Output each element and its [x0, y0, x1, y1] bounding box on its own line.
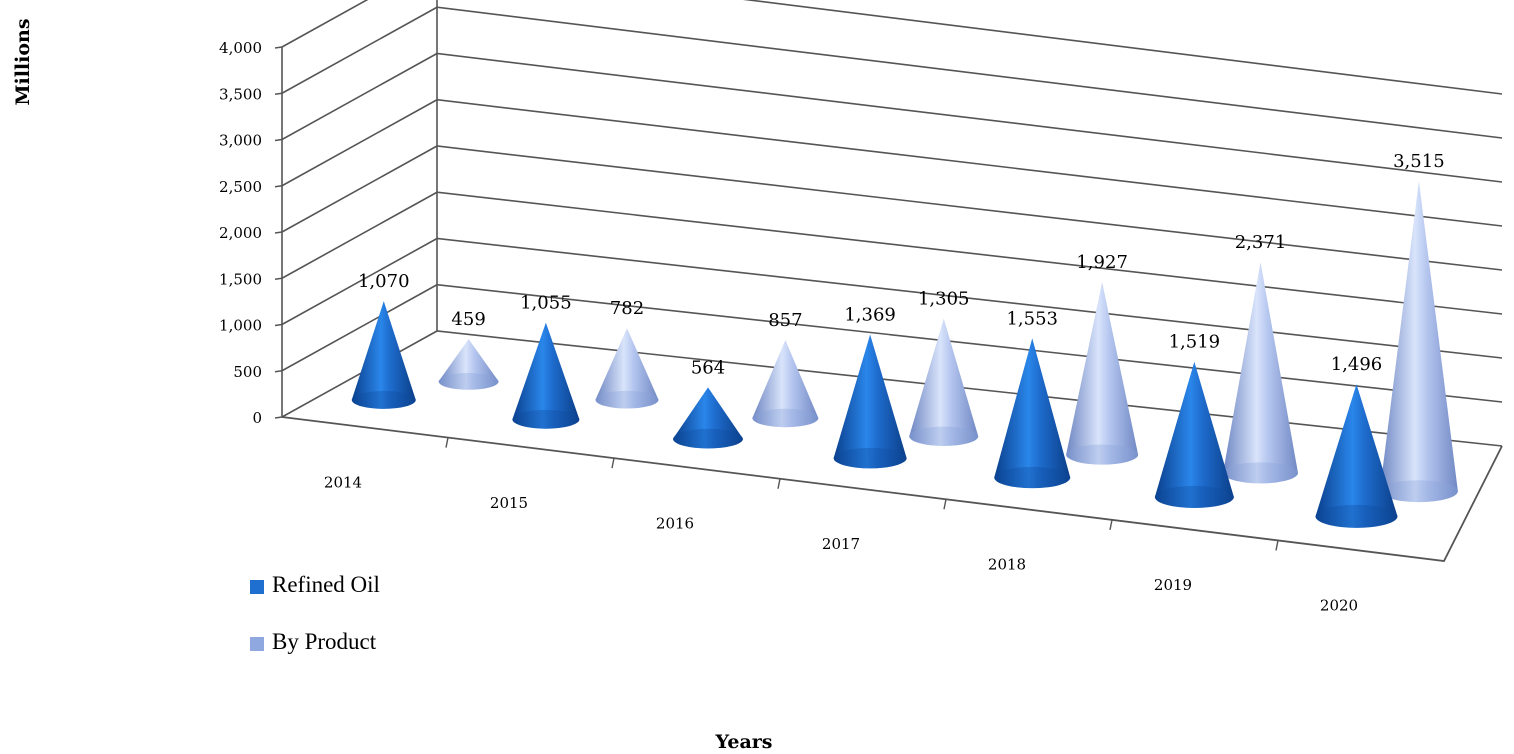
legend-label-refined-oil: Refined Oil — [272, 572, 380, 597]
gridline — [281, 6, 1503, 139]
x-tick — [1275, 540, 1279, 551]
x-tick — [943, 499, 947, 510]
y-tick — [274, 370, 283, 373]
cone-by-product — [909, 318, 979, 446]
data-label-refined-oil: 1,055 — [520, 293, 572, 314]
y-tick-label: 3,500 — [219, 85, 262, 103]
data-label-by-product: 2,371 — [1235, 232, 1287, 253]
cone-refined-oil — [833, 334, 907, 469]
cone-by-product — [595, 328, 659, 409]
data-label-by-product: 782 — [610, 298, 644, 319]
y-tick — [274, 46, 283, 49]
x-tick — [1109, 519, 1113, 530]
cone-by-product — [1379, 181, 1458, 503]
cone-refined-oil — [673, 387, 744, 449]
x-tick-label: 2014 — [324, 473, 362, 491]
legend: Refined Oil By Product — [250, 572, 510, 667]
gridline — [281, 52, 1503, 183]
data-label-refined-oil: 1,553 — [1006, 308, 1058, 329]
x-tick — [777, 478, 781, 489]
data-label-refined-oil: 1,496 — [1331, 354, 1383, 375]
y-tick-label: 1,000 — [219, 317, 262, 335]
gridline — [281, 145, 1503, 271]
floor-edge — [281, 416, 1503, 562]
x-tick-label: 2016 — [656, 514, 694, 532]
y-tick-label: 500 — [233, 363, 262, 381]
y-tick — [274, 185, 283, 188]
gridline — [281, 98, 1503, 227]
gridline — [281, 0, 1503, 95]
x-tick — [445, 437, 449, 448]
cone-refined-oil — [1315, 384, 1398, 528]
legend-label-by-product: By Product — [272, 629, 377, 654]
data-label-by-product: 3,515 — [1393, 151, 1445, 172]
y-tick-label: 3,000 — [219, 132, 262, 150]
cone-refined-oil — [1154, 361, 1234, 509]
gridline — [281, 191, 1503, 315]
data-label-by-product: 1,305 — [918, 289, 970, 310]
data-label-by-product: 857 — [768, 310, 802, 331]
y-tick — [274, 323, 283, 327]
cone-by-product — [752, 340, 819, 428]
data-label-refined-oil: 564 — [691, 357, 725, 378]
data-label-refined-oil: 1,369 — [844, 304, 896, 325]
y-tick — [274, 277, 283, 280]
x-tick — [611, 458, 615, 469]
cone-refined-oil — [351, 301, 416, 409]
data-label-refined-oil: 1,519 — [1169, 332, 1221, 353]
gridline — [281, 237, 1503, 359]
data-label-refined-oil: 1,070 — [358, 271, 410, 292]
y-tick — [274, 92, 283, 95]
x-tick-label: 2019 — [1154, 576, 1192, 594]
cone-refined-oil — [994, 338, 1071, 489]
legend-swatch-refined-oil — [250, 580, 264, 594]
y-tick — [274, 416, 283, 419]
x-tick-label: 2020 — [1320, 597, 1358, 615]
y-tick-label: 0 — [252, 409, 262, 427]
data-label-by-product: 459 — [451, 309, 485, 330]
x-tick-label: 2018 — [988, 556, 1026, 574]
legend-swatch-by-product — [250, 637, 264, 651]
y-tick-label: 4,000 — [219, 39, 262, 57]
y-tick-label: 2,500 — [219, 178, 262, 196]
data-label-by-product: 1,927 — [1076, 252, 1128, 273]
x-tick-label: 2017 — [822, 535, 860, 553]
cone-by-product — [438, 339, 499, 390]
cone-by-product — [1223, 262, 1299, 484]
y-tick — [274, 138, 283, 142]
cone-by-product — [1066, 282, 1139, 465]
y-tick — [274, 231, 283, 234]
x-tick-label: 2015 — [490, 494, 528, 512]
cone-refined-oil — [512, 322, 580, 429]
y-tick-label: 1,500 — [219, 270, 262, 288]
y-tick-label: 2,000 — [219, 224, 262, 242]
